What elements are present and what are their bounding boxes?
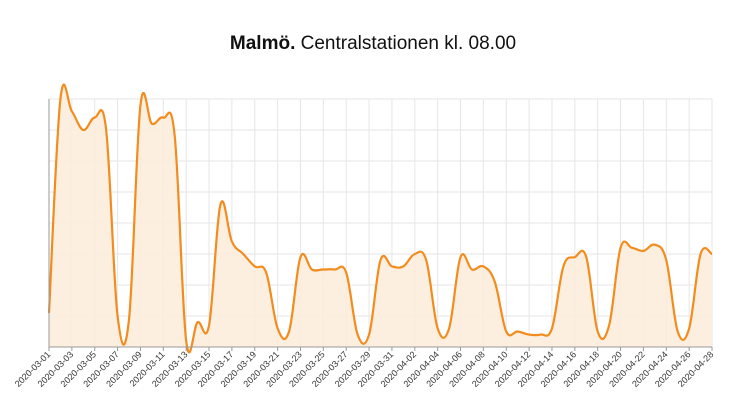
data-point: [641, 249, 645, 253]
data-point: [196, 320, 200, 324]
area-layer: [47, 83, 714, 354]
data-point: [344, 271, 348, 275]
data-point: [184, 339, 188, 343]
data-point: [481, 264, 485, 268]
data-point: [310, 268, 314, 272]
data-point: [401, 264, 405, 268]
data-point: [619, 246, 623, 250]
data-point: [93, 116, 97, 120]
data-point: [699, 252, 703, 256]
series-area: [49, 84, 712, 353]
chart-title-bold: Malmö.: [229, 33, 296, 54]
data-point: [607, 323, 611, 327]
data-point: [150, 122, 154, 126]
data-point: [276, 326, 280, 330]
data-point: [687, 326, 691, 330]
data-point: [584, 255, 588, 259]
data-point: [470, 268, 474, 272]
data-point: [253, 264, 257, 268]
data-point: [447, 326, 451, 330]
data-point: [321, 268, 325, 272]
data-point: [138, 103, 142, 107]
data-point: [676, 330, 680, 334]
series-line: [47, 83, 713, 354]
data-point: [218, 202, 222, 206]
data-point: [390, 264, 394, 268]
chart-title-rest: Centralstationen kl. 08.00: [295, 33, 517, 54]
data-point: [573, 255, 577, 259]
data-point: [596, 330, 600, 334]
data-point: [241, 252, 245, 256]
data-point: [561, 264, 565, 268]
data-point: [287, 330, 291, 334]
data-point: [58, 97, 62, 101]
data-point: [516, 330, 520, 334]
data-point: [436, 326, 440, 330]
data-point: [493, 280, 497, 284]
data-point: [367, 333, 371, 337]
data-point: [70, 109, 74, 113]
data-point: [664, 258, 668, 262]
data-point: [264, 271, 268, 275]
data-point: [379, 258, 383, 262]
data-point: [527, 333, 531, 337]
data-point: [424, 258, 428, 262]
data-point: [413, 252, 417, 256]
data-point: [550, 326, 554, 330]
data-point: [298, 255, 302, 259]
data-point: [127, 317, 131, 321]
data-point: [81, 128, 85, 132]
tick-layer: 2020-03-012020-03-032020-03-052020-03-07…: [13, 347, 715, 389]
chart-title: Malmö. Centralstationen kl. 08.00: [0, 33, 746, 55]
data-point: [710, 252, 714, 256]
data-point: [653, 243, 657, 247]
data-point: [630, 246, 634, 250]
data-point: [230, 240, 234, 244]
data-point: [173, 134, 177, 138]
data-point: [207, 323, 211, 327]
data-point: [356, 333, 360, 337]
data-point: [459, 255, 463, 259]
data-point: [333, 268, 337, 272]
data-point: [104, 128, 108, 132]
data-point: [539, 333, 543, 337]
axis-layer: [48, 99, 712, 348]
data-point: [161, 116, 165, 120]
data-point: [504, 330, 508, 334]
data-point: [116, 314, 120, 318]
